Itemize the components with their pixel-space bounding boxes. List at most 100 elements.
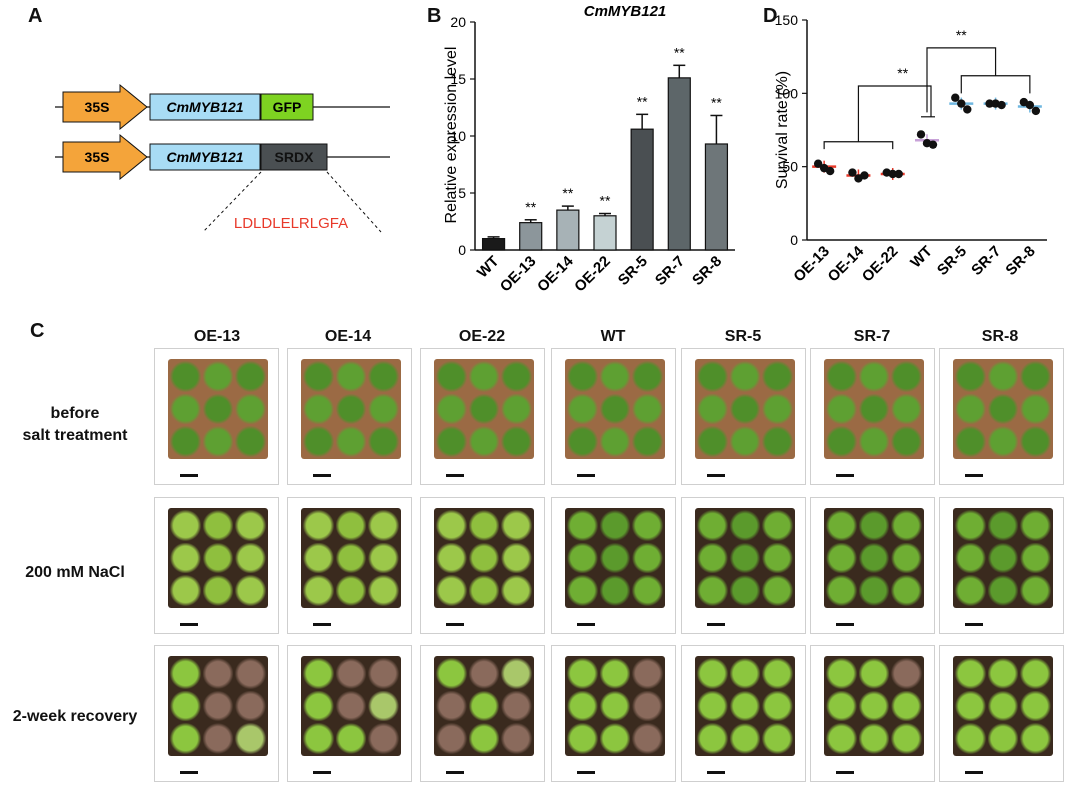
plant-photo [420, 348, 545, 485]
chart-b-title: CmMYB121 [584, 3, 667, 20]
chart-d-point [963, 105, 972, 114]
chart-b-sig: ** [525, 199, 536, 215]
gene-box-2 [149, 143, 261, 171]
plant-photo [810, 645, 935, 782]
chart-d-ytick: 100 [775, 85, 799, 101]
promoter-label-1: 35S [85, 99, 110, 115]
chart-b-bar [667, 77, 691, 251]
scale-bar [707, 623, 725, 626]
pot-tray [434, 359, 534, 459]
chart-b-ylabel: Relative expression level [443, 47, 460, 224]
plant-photo [810, 348, 935, 485]
scale-bar [836, 623, 854, 626]
pot-tray [695, 359, 795, 459]
chart-b-bar [630, 128, 654, 251]
chart-b-xtick: SR-5 [615, 253, 651, 289]
chart-b-xtick: OE-13 [497, 253, 540, 296]
plant-photo [939, 497, 1064, 634]
chart-d-sig: ** [897, 65, 908, 81]
chart-b-sig: ** [674, 44, 685, 60]
plant-photo [810, 497, 935, 634]
scale-bar [446, 623, 464, 626]
pot-tray [434, 508, 534, 608]
scale-bar [707, 474, 725, 477]
chart-b-sig: ** [562, 185, 573, 201]
chart-b-ytick: 5 [458, 185, 466, 201]
chart-b-ytick: 0 [458, 242, 466, 258]
row-label-recovery: 2-week recovery [12, 708, 138, 725]
chart-b-ytick: 20 [450, 14, 466, 30]
chart-d-point [1031, 106, 1041, 116]
chart-d-point [888, 169, 897, 179]
chart-b-sig: ** [711, 94, 722, 110]
row-label-before: before salt treatment [22, 405, 128, 444]
plant-photo [154, 348, 279, 485]
plant-photo [939, 645, 1064, 782]
pot-tray [565, 656, 665, 756]
plant-photo [420, 497, 545, 634]
scale-bar [965, 623, 983, 626]
col-label-oe13: OE-13 [193, 328, 241, 345]
chart-d-xtick: SR-5 [934, 243, 970, 279]
chart-d-xtick: OE-22 [859, 243, 902, 286]
col-label-sr5: SR-5 [724, 328, 762, 345]
scale-bar [965, 771, 983, 774]
pot-tray [168, 359, 268, 459]
chart-b-ytick: 10 [450, 128, 466, 144]
chart-d-bracket-oe [823, 141, 894, 150]
scale-bar [313, 623, 331, 626]
chart-b-xtick: SR-8 [689, 253, 725, 289]
panel-letter-b: B [427, 5, 442, 27]
chart-d-point [985, 99, 994, 108]
chart-d-xtick: SR-7 [968, 243, 1004, 279]
pot-tray [565, 359, 665, 459]
chart-d-point [848, 168, 857, 177]
scale-bar [707, 771, 725, 774]
plant-photo [551, 348, 676, 485]
gene-box-1 [149, 93, 261, 121]
promoter-arrow-2 [62, 133, 148, 181]
srdx-box [260, 143, 328, 171]
promoter-label-2: 35S [85, 149, 110, 165]
pot-tray [301, 359, 401, 459]
scale-bar [446, 474, 464, 477]
pot-tray [565, 508, 665, 608]
col-label-sr8: SR-8 [981, 328, 1019, 345]
gfp-label: GFP [273, 99, 302, 115]
gene-label-2: CmMYB121 [166, 149, 243, 165]
chart-d-point [860, 171, 869, 180]
chart-d-ylabel: Survival rate (%) [774, 71, 791, 189]
gfp-box [260, 93, 314, 121]
chart-d-point [951, 93, 960, 102]
chart-b-bar [481, 238, 506, 251]
plant-photo [681, 645, 806, 782]
pot-tray [301, 508, 401, 608]
chart-b-sig: ** [637, 93, 648, 109]
plant-photo [287, 497, 412, 634]
plant-photo [939, 348, 1064, 485]
promoter-arrow-1 [62, 83, 148, 131]
plant-photo [287, 348, 412, 485]
chart-d-xtick: SR-8 [1002, 243, 1038, 279]
scale-bar [836, 771, 854, 774]
plant-photo [681, 497, 806, 634]
scale-bar [180, 474, 198, 477]
chart-d-xtick: OE-13 [790, 243, 833, 286]
pot-tray [953, 508, 1053, 608]
col-label-wt: WT [600, 328, 626, 345]
panel-letter-a: A [28, 5, 43, 27]
plant-photo [681, 348, 806, 485]
chart-b-xtick: OE-14 [534, 252, 577, 295]
row-label-nacl: 200 mM NaCl [25, 564, 125, 581]
scale-bar [180, 623, 198, 626]
chart-d-point [928, 140, 938, 149]
chart-d-point [813, 159, 823, 168]
chart-d-bracket-sr [960, 75, 1031, 94]
chart-b-bar [519, 222, 543, 251]
scale-bar [965, 474, 983, 477]
plant-photo [551, 645, 676, 782]
pot-tray [953, 656, 1053, 756]
scale-bar [577, 623, 595, 626]
col-label-sr7: SR-7 [853, 328, 891, 345]
pot-tray [953, 359, 1053, 459]
